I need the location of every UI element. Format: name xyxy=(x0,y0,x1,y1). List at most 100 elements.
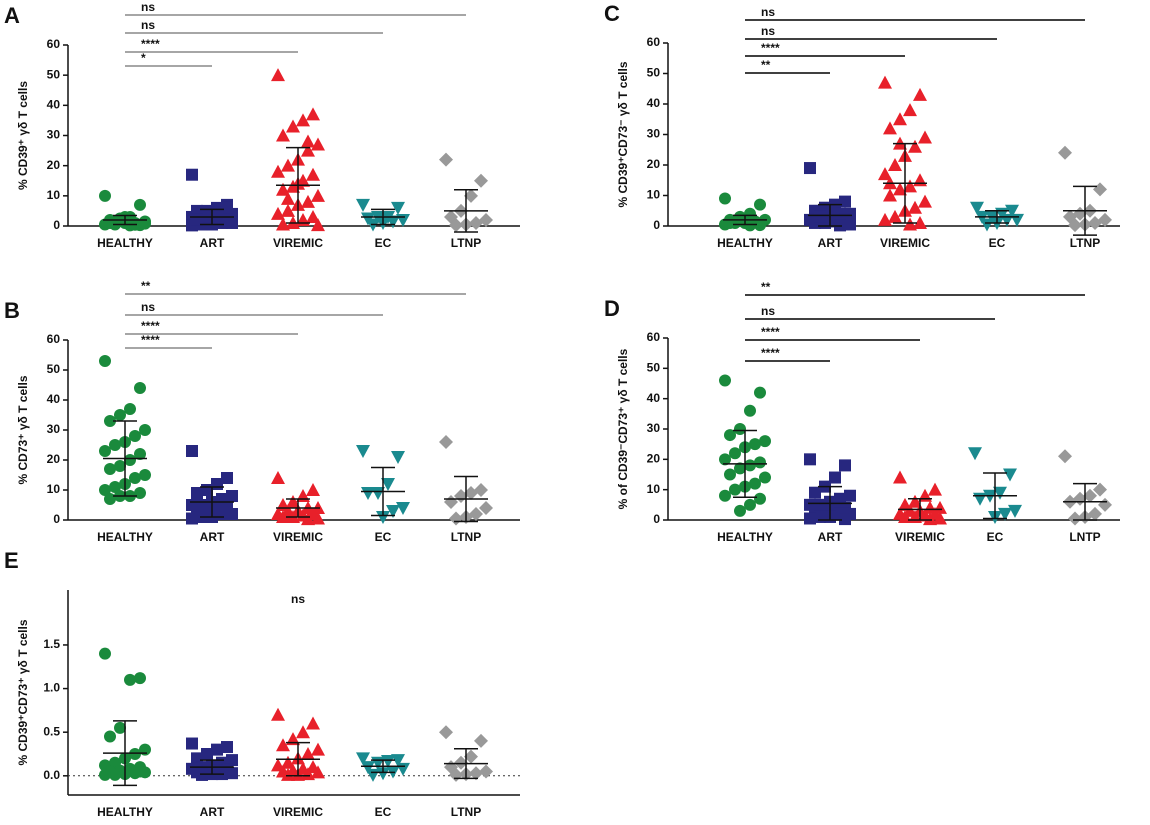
y-tick-label: 60 xyxy=(647,330,661,344)
point xyxy=(361,487,375,500)
y-axis-label: % CD39⁺CD73⁺ γδ T cells xyxy=(16,619,30,765)
y-tick-label: 10 xyxy=(647,188,661,202)
point xyxy=(908,200,922,214)
point xyxy=(301,194,315,208)
point xyxy=(888,158,902,171)
y-tick-label: 30 xyxy=(47,422,61,436)
point xyxy=(1088,215,1102,230)
point xyxy=(311,188,325,202)
point xyxy=(386,215,400,229)
point xyxy=(301,512,315,526)
point xyxy=(276,182,290,196)
point xyxy=(186,445,198,457)
point xyxy=(759,435,771,448)
point xyxy=(829,471,841,484)
point xyxy=(754,198,766,211)
panel-label: B xyxy=(4,298,20,323)
point xyxy=(734,462,746,475)
x-tick-label: EC xyxy=(375,236,392,250)
point xyxy=(296,725,310,739)
x-tick-label: VIREMIC xyxy=(273,236,323,250)
point xyxy=(878,167,892,181)
point xyxy=(271,206,285,220)
point xyxy=(356,752,370,766)
point xyxy=(719,453,731,466)
point xyxy=(719,489,731,502)
point xyxy=(1093,182,1107,197)
y-tick-label: 10 xyxy=(47,482,61,496)
point xyxy=(99,768,111,781)
point xyxy=(276,128,290,142)
x-tick-label: HEALTHY xyxy=(97,805,153,819)
y-tick-label: 30 xyxy=(647,127,661,141)
y-axis-label: % CD39⁺ γδ T cells xyxy=(16,81,30,190)
point xyxy=(361,761,375,775)
significance-label: ns xyxy=(761,304,775,318)
y-tick-label: 0 xyxy=(653,218,660,232)
point xyxy=(281,755,295,769)
point xyxy=(129,748,141,760)
point xyxy=(301,747,315,760)
point xyxy=(306,483,320,496)
point xyxy=(724,468,736,481)
significance-label: **** xyxy=(141,37,160,51)
x-tick-label: ART xyxy=(200,530,225,544)
significance-label: ns xyxy=(141,300,155,314)
y-tick-label: 50 xyxy=(647,361,661,375)
y-tick-label: 20 xyxy=(47,158,61,172)
point xyxy=(139,469,151,481)
point xyxy=(439,435,453,449)
panel-label: D xyxy=(604,296,620,321)
y-tick-label: 40 xyxy=(47,98,61,112)
point xyxy=(301,143,315,157)
point xyxy=(281,203,295,217)
point xyxy=(376,511,390,524)
point xyxy=(356,198,370,212)
point xyxy=(114,409,126,421)
point xyxy=(439,152,453,167)
point xyxy=(973,492,987,506)
point xyxy=(306,167,320,181)
point xyxy=(474,733,488,748)
point xyxy=(186,512,198,525)
point xyxy=(99,484,111,496)
x-tick-label: HEALTHY xyxy=(717,530,773,544)
x-tick-label: VIREMIC xyxy=(273,530,323,544)
y-tick-label: 60 xyxy=(47,37,61,51)
point xyxy=(376,767,390,781)
x-tick-label: LTNP xyxy=(451,236,481,250)
point xyxy=(391,451,405,464)
point xyxy=(933,511,947,525)
point xyxy=(754,219,766,232)
point xyxy=(908,139,922,153)
point xyxy=(1003,468,1017,482)
point xyxy=(804,162,816,175)
point xyxy=(226,754,238,767)
x-tick-label: EC xyxy=(375,805,392,819)
y-tick-label: 50 xyxy=(47,67,61,81)
y-tick-label: 40 xyxy=(47,392,61,406)
point xyxy=(271,471,285,484)
y-tick-label: 20 xyxy=(647,157,661,171)
point xyxy=(903,179,917,193)
y-tick-label: 30 xyxy=(47,128,61,142)
significance-label: **** xyxy=(761,325,780,339)
point xyxy=(306,209,320,223)
point xyxy=(719,192,731,205)
panel-label: C xyxy=(604,1,620,26)
point xyxy=(381,754,395,768)
panel-label: A xyxy=(4,3,20,28)
x-tick-label: HEALTHY xyxy=(717,236,773,250)
x-tick-label: ART xyxy=(200,236,225,250)
point xyxy=(99,189,111,202)
point xyxy=(99,647,111,660)
point xyxy=(211,505,223,517)
y-tick-label: 0.5 xyxy=(43,724,60,738)
point xyxy=(391,201,405,215)
point xyxy=(754,386,766,399)
point xyxy=(226,216,238,229)
x-tick-label: HEALTHY xyxy=(97,236,153,250)
x-tick-label: HEALTHY xyxy=(97,530,153,544)
point xyxy=(474,173,488,188)
point xyxy=(734,504,746,517)
